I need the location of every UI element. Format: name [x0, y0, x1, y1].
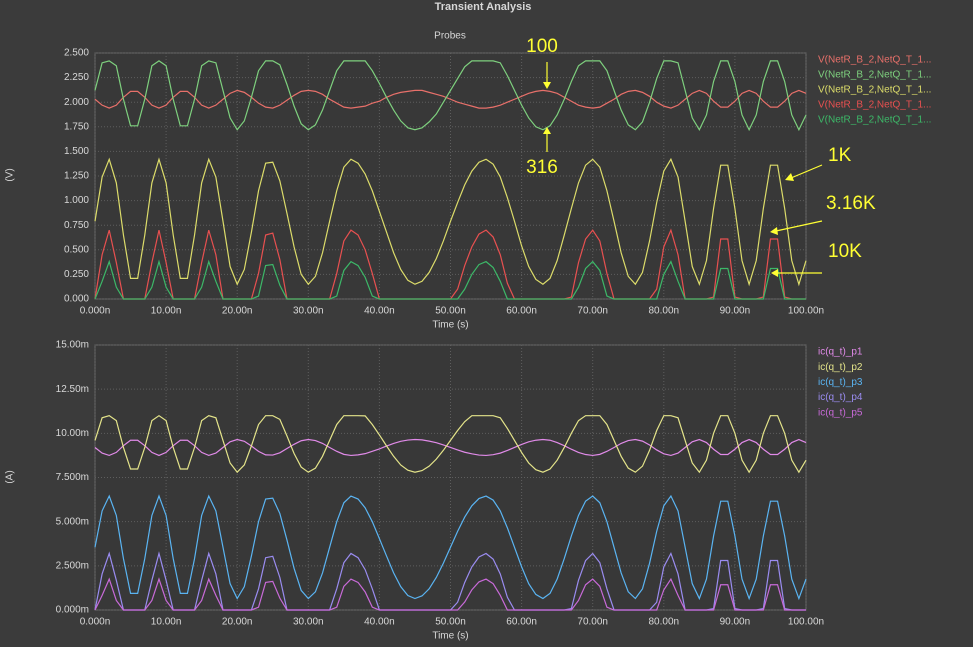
- y-tick-label: 1.500: [64, 146, 89, 157]
- x-tick-label: 100.00n: [788, 617, 824, 628]
- x-tick-label: 20.00n: [222, 306, 253, 317]
- arrow-head: [785, 173, 794, 181]
- legend-entry: V(NetR_B_2,NetQ_T_1...: [818, 115, 931, 126]
- x-tick-label: 70.00n: [577, 306, 608, 317]
- x-axis-label: Time (s): [432, 320, 468, 331]
- legend-entry: V(NetR_B_2,NetQ_T_1...: [818, 70, 931, 81]
- annotation: 3.16K: [826, 193, 876, 214]
- x-tick-label: 40.00n: [364, 306, 395, 317]
- legend-entry: ic(q_t)_p5: [818, 407, 863, 418]
- y-tick-label: 2.000: [64, 97, 89, 108]
- legend-entry: V(NetR_B_2,NetQ_T_1...: [818, 100, 931, 111]
- y-tick-label: 2.250: [64, 72, 89, 83]
- y-tick-label: 5.000m: [56, 516, 89, 527]
- chart-subtitle: Probes: [434, 31, 466, 42]
- x-tick-label: 30.00n: [293, 617, 324, 628]
- series-line: [94, 494, 807, 601]
- y-tick-label: 0.000: [64, 294, 89, 305]
- y-tick-label: 1.250: [64, 171, 89, 182]
- x-tick-label: 20.00n: [222, 617, 253, 628]
- x-tick-label: 70.00n: [577, 617, 608, 628]
- y-axis-label: (A): [5, 470, 16, 483]
- annotation: 10K: [828, 241, 862, 262]
- x-axis-label: Time (s): [432, 631, 468, 642]
- series-line: [94, 60, 807, 132]
- x-tick-label: 40.00n: [364, 617, 395, 628]
- y-tick-label: 12.50m: [56, 384, 89, 395]
- legend-entry: ic(q_t)_p3: [818, 377, 863, 388]
- y-tick-label: 0.000m: [56, 605, 89, 616]
- y-tick-label: 1.000: [64, 195, 89, 206]
- series-line: [94, 414, 807, 474]
- x-tick-label: 30.00n: [293, 306, 324, 317]
- arrow: [775, 220, 823, 232]
- legend-entry: ic(q_t)_p1: [818, 347, 863, 358]
- x-tick-label: 100.00n: [788, 306, 824, 317]
- x-tick-label: 0.000n: [80, 617, 111, 628]
- legend-entry: ic(q_t)_p2: [818, 362, 863, 373]
- arrow-head: [771, 269, 778, 277]
- x-tick-label: 90.00n: [720, 306, 751, 317]
- y-tick-label: 2.500: [64, 48, 89, 59]
- x-tick-label: 0.000n: [80, 306, 111, 317]
- arrow-head: [770, 227, 778, 235]
- y-tick-label: 7.500m: [56, 472, 89, 483]
- y-tick-label: 10.00m: [56, 428, 89, 439]
- x-tick-label: 80.00n: [649, 617, 680, 628]
- annotation: 1K: [828, 145, 852, 166]
- series-line: [94, 577, 806, 611]
- plots: 0.000 0.250 0.500 0.750 1.000 1.250 1.500 1.750…: [5, 48, 932, 642]
- arrow-head: [543, 127, 551, 134]
- arrow-head: [543, 82, 551, 89]
- series-line: [94, 438, 807, 457]
- series-line: [94, 259, 806, 300]
- y-axis-label: (V): [5, 168, 16, 181]
- series-line: [94, 157, 807, 287]
- legend-entry: ic(q_t)_p4: [818, 392, 863, 403]
- x-tick-label: 60.00n: [506, 617, 537, 628]
- x-tick-label: 10.00n: [151, 617, 182, 628]
- x-tick-label: 50.00n: [435, 617, 466, 628]
- y-tick-label: 0.750: [64, 220, 89, 231]
- legend-entry: V(NetR_B_2,NetQ_T_1...: [818, 55, 931, 66]
- x-tick-label: 60.00n: [506, 306, 537, 317]
- x-tick-label: 50.00n: [435, 306, 466, 317]
- x-tick-label: 90.00n: [720, 617, 751, 628]
- x-tick-label: 80.00n: [649, 306, 680, 317]
- chart-title: Transient Analysis: [435, 1, 532, 13]
- annotation: 316: [526, 157, 558, 178]
- y-tick-label: 0.250: [64, 269, 89, 280]
- legend-entry: V(NetR_B_2,NetQ_T_1...: [818, 85, 931, 96]
- x-tick-label: 10.00n: [151, 306, 182, 317]
- y-tick-label: 15.00m: [56, 340, 89, 351]
- y-tick-label: 0.500: [64, 244, 89, 255]
- y-tick-label: 2.500m: [56, 560, 89, 571]
- arrow: [790, 164, 823, 179]
- annotation: 100: [526, 36, 558, 57]
- y-tick-label: 1.750: [64, 121, 89, 132]
- annotations: [543, 62, 823, 277]
